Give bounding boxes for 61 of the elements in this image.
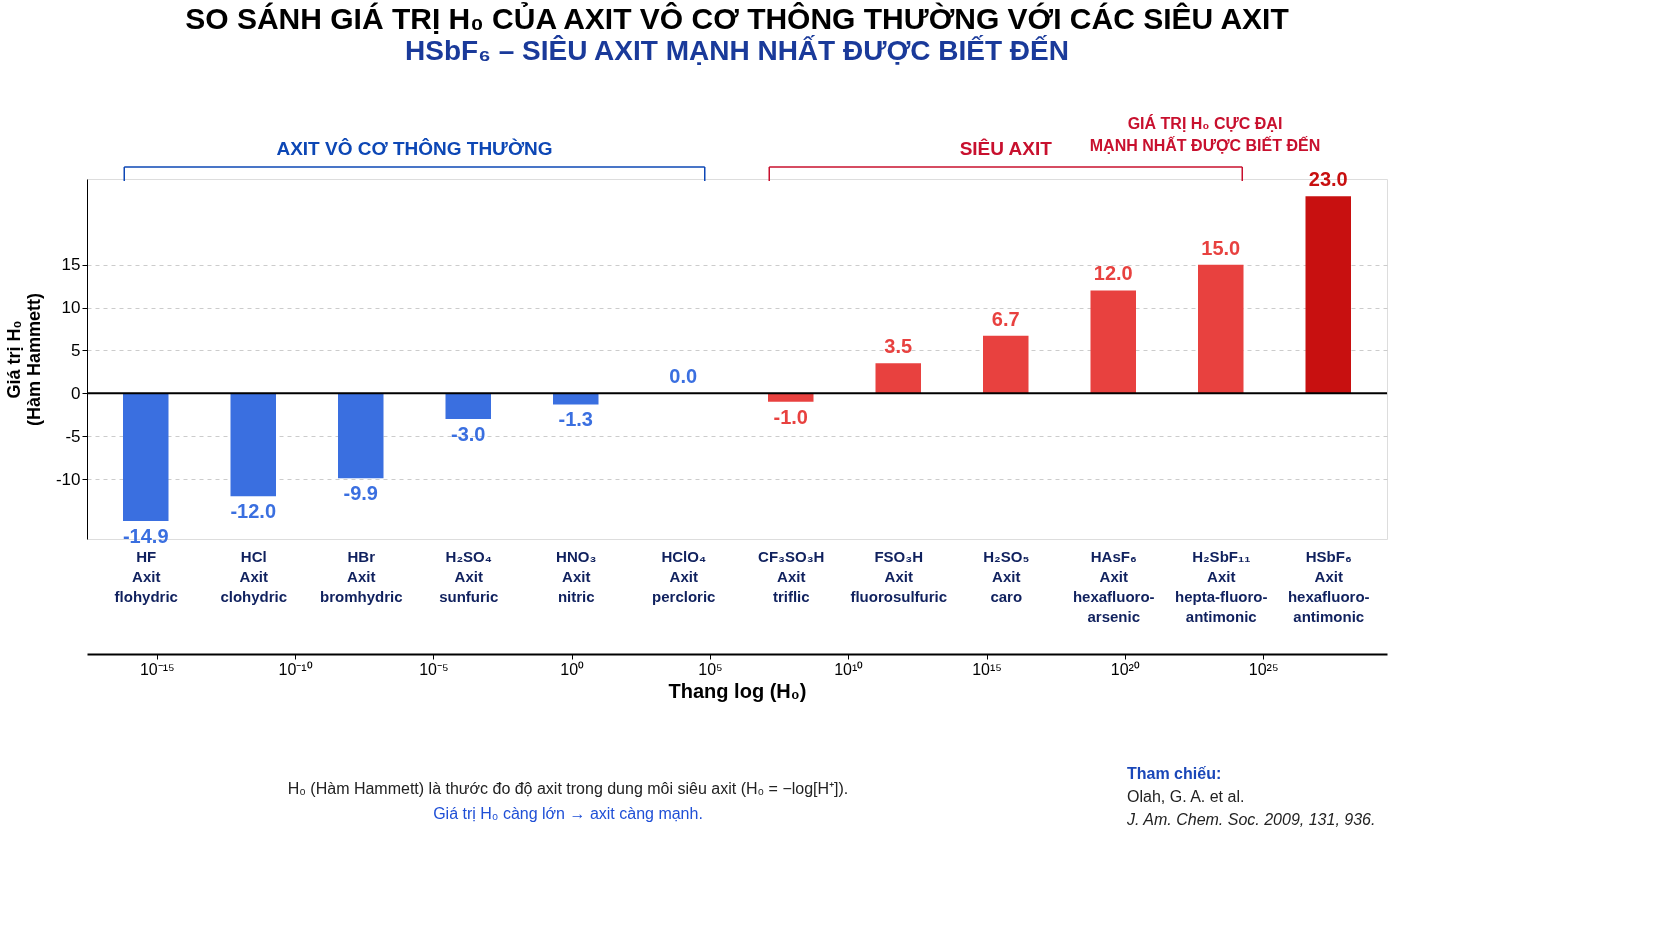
chart-title: SO SÁNH GIÁ TRỊ H₀ CỦA AXIT VÔ CƠ THÔNG THƯỜNG VỚI CÁC SIÊU AXIT: [185, 2, 1289, 35]
data-label: -1.0: [773, 405, 808, 428]
x-tick-label: HBr Axit bromhydric: [319, 547, 403, 605]
data-label: 6.7: [991, 307, 1020, 330]
data-label: 15.0: [1201, 236, 1241, 259]
x2-tick-label: 10⁵: [698, 660, 723, 678]
x2-tick-label: 10²⁰: [1110, 660, 1140, 678]
data-label: 0.0: [669, 365, 698, 388]
y-tick-label: 0: [71, 383, 81, 403]
x-tick-label: H₂SO₅ Axit caro: [983, 547, 1030, 605]
x2-tick-label: 10¹⁵: [972, 660, 1002, 678]
bar: [230, 393, 276, 497]
x2-tick-label: 10²⁵: [1248, 660, 1279, 678]
text: Giá trị H₀ càng lớn → axit càng mạnh.: [433, 805, 703, 822]
bar: [1305, 196, 1351, 394]
chart-subtitle: HSbF₆ – SIÊU AXIT MẠNH NHẤT ĐƯỢC BIẾT ĐẾN: [405, 35, 1069, 66]
data-label: 23.0: [1308, 168, 1348, 191]
bar: [338, 393, 384, 479]
bar: [123, 393, 169, 521]
x2-tick-label: 10⁻¹⁵: [139, 660, 175, 678]
x-tick-label: HF Axit flohydric: [114, 547, 178, 605]
data-label: -9.9: [343, 482, 378, 505]
y-tick-label: -5: [65, 426, 81, 446]
bar: [1090, 290, 1136, 394]
bar: [445, 393, 491, 419]
text: Olah, G. A. et al.: [1127, 788, 1245, 805]
x2-axis-title: Thang log (H₀): [668, 679, 807, 702]
x-tick-label: HSbF₆ Axit hexafluoro- antimonic: [1287, 547, 1370, 625]
x2-tick-label: 10¹⁰: [834, 660, 864, 678]
data-label: -3.0: [451, 423, 486, 445]
x2-tick-label: 10⁻¹⁰: [278, 660, 313, 678]
x-tick-label: HNO₃ Axit nitric: [556, 547, 597, 605]
x-tick-label: HAsF₆ Axit hexafluoro- arsenic: [1072, 547, 1155, 625]
y-tick-label: -10: [55, 469, 81, 489]
x2-tick-label: 10⁰: [560, 660, 585, 678]
bar: [1198, 264, 1244, 394]
x-tick-label: HCl Axit clohydric: [220, 547, 288, 605]
x2-tick-label: 10⁻⁵: [419, 660, 449, 678]
text: H₀ (Hàm Hammett) là thước đo độ axit trong dung môi siêu axit (H₀ = −log[H⁺]).: [287, 780, 849, 797]
bar: [983, 335, 1029, 394]
data-label: 3.5: [884, 335, 913, 358]
text: J. Am. Chem. Soc. 2009, 131, 936.: [1126, 811, 1376, 828]
y-axis-title: Giá trị H₀ (Hàm Hammett): [3, 292, 44, 427]
data-label: 12.0: [1093, 262, 1133, 285]
text: SIÊU AXIT: [959, 138, 1053, 159]
y-tick-label: 5: [71, 340, 81, 360]
x-tick-label: HClO₄ Axit percloric: [652, 547, 716, 605]
y-tick-label: 10: [61, 298, 81, 318]
text: Tham chiếu:: [1127, 765, 1222, 782]
text: GIÁ TRỊ H₀ CỰC ĐẠI MẠNH NHẤT ĐƯỢC BIẾT ĐẾN: [1089, 114, 1321, 154]
x-tick-label: CF₃SO₃H Axit triflic: [758, 547, 825, 605]
y-tick-label: 15: [61, 255, 81, 275]
x-tick-label: FSO₃H Axit fluorosulfuric: [850, 547, 948, 605]
bar: [875, 363, 921, 394]
data-label: -12.0: [230, 500, 277, 523]
data-label: -14.9: [122, 525, 169, 547]
x-tick-label: H₂SbF₁₁ Axit hepta-fluoro- antimonic: [1175, 547, 1268, 625]
text: AXIT VÔ CƠ THÔNG THƯỜNG: [276, 138, 553, 159]
x-tick-label: H₂SO₄ Axit sunfuric: [439, 547, 499, 605]
bar: [553, 393, 599, 405]
data-label: -1.3: [558, 408, 593, 431]
